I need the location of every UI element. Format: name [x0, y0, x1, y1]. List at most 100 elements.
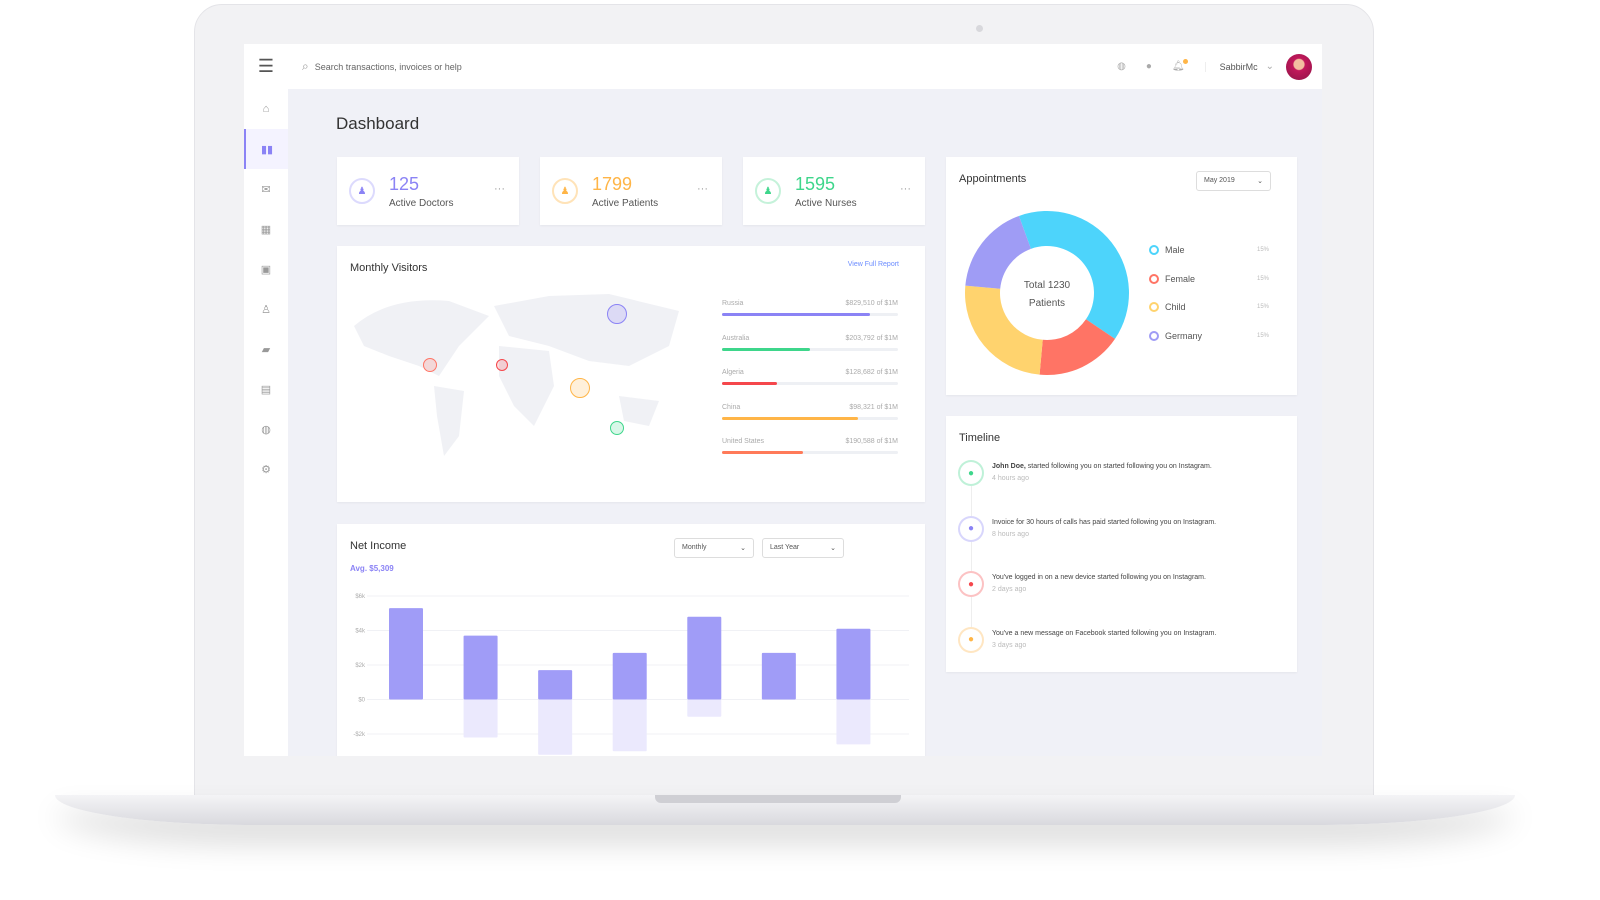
month-select[interactable]: May 2019 ⌄ [1196, 171, 1271, 191]
progress-fill [722, 416, 858, 420]
income-bar[interactable] [687, 616, 722, 700]
stat-value: 125 [389, 173, 420, 194]
progress-track [722, 313, 898, 316]
legend-item: Child 15% [1149, 302, 1269, 312]
sidebar-item-grid[interactable]: ▦ [260, 223, 272, 236]
legend-label: Germany [1165, 330, 1203, 341]
view-full-report-link[interactable]: View Full Report [847, 261, 899, 268]
range-select[interactable]: Last Year ⌄ [762, 538, 844, 558]
legend-label: Male [1165, 245, 1185, 255]
stat-card-patients: ♟ 1799 Active Patients ··· [540, 157, 722, 225]
sidebar-item-user[interactable]: ♙ [261, 303, 271, 316]
legend-percent: 15% [1256, 304, 1269, 310]
legend-marker-icon [1149, 273, 1159, 284]
map-marker[interactable] [607, 304, 627, 324]
legend-item: Female 15% [1149, 273, 1269, 284]
donut-segment[interactable] [1039, 319, 1115, 375]
map-marker[interactable] [610, 421, 624, 435]
sidebar-item-calendar[interactable]: ▤ [260, 383, 272, 396]
legend-item: Germany 15% [1149, 330, 1269, 341]
country-name: China [722, 403, 741, 411]
income-bar[interactable] [389, 608, 423, 700]
search-icon: ⌕ [302, 59, 309, 73]
income-bar[interactable] [836, 628, 871, 700]
donut-segment[interactable] [965, 285, 1043, 375]
legend-percent: 15% [1256, 275, 1269, 282]
chat-icon[interactable]: ● [1145, 61, 1152, 72]
y-tick-label: $2k [355, 663, 366, 669]
timeline-actor: John Doe, [992, 463, 1026, 470]
country-amount: $98,321 of $1M [849, 403, 898, 411]
avatar[interactable] [1286, 53, 1312, 80]
more-icon[interactable]: ··· [494, 183, 505, 195]
stat-label: Active Nurses [795, 197, 857, 209]
timeline-item: ● You've a new message on Facebook starte… [958, 626, 1288, 653]
country-name: United States [722, 438, 765, 445]
more-icon[interactable]: ··· [697, 183, 708, 195]
top-bar: ☰ ⌕ Search transactions, invoices or hel… [244, 44, 1322, 89]
stat-value: 1799 [592, 173, 633, 194]
income-bar[interactable] [538, 699, 573, 755]
progress-track [722, 416, 898, 420]
stat-card-doctors: ♟ 125 Active Doctors ··· [337, 157, 519, 225]
laptop-notch [655, 795, 901, 803]
appointments-card: Appointments May 2019 ⌄ Total 1230 Patien… [946, 157, 1297, 395]
sidebar-item-chart[interactable]: ▮▮ [244, 129, 288, 169]
timeline-item: ● Invoice for 30 hours of calls has paid … [958, 515, 1288, 542]
chevron-down-icon[interactable]: ⌄ [1265, 61, 1274, 72]
camera [976, 25, 983, 32]
sidebar-item-book[interactable]: ▣ [260, 263, 272, 276]
search-input[interactable]: Search transactions, invoices or help [314, 61, 462, 72]
period-value: Monthly [682, 544, 707, 551]
map-marker[interactable] [496, 359, 508, 371]
map-marker[interactable] [423, 358, 437, 372]
user-name[interactable]: SabbirMc [1204, 61, 1258, 72]
timeline-text: You've a new message on Facebook started… [992, 629, 1217, 637]
income-bar[interactable] [836, 699, 871, 745]
income-bar[interactable] [687, 699, 722, 717]
income-bar[interactable] [761, 652, 796, 700]
menu-icon[interactable]: ☰ [257, 56, 275, 76]
income-bar[interactable] [612, 699, 647, 752]
period-select[interactable]: Monthly ⌄ [674, 538, 754, 558]
globe-icon[interactable]: ◍ [1117, 61, 1126, 72]
map-marker[interactable] [570, 378, 590, 398]
sidebar-item-globe[interactable]: ◍ [261, 423, 271, 436]
timeline-time: 2 days ago [992, 586, 1027, 593]
country-row: Australia $203,792 of $1M [722, 335, 898, 351]
timeline-time: 8 hours ago [992, 530, 1029, 538]
income-bar[interactable] [463, 635, 498, 700]
income-bar[interactable] [538, 670, 573, 700]
legend-marker-icon [1149, 245, 1159, 255]
donut-segment[interactable] [1018, 211, 1129, 339]
card-title: Appointments [959, 173, 1027, 185]
sidebar-item-mail[interactable]: ✉ [261, 183, 271, 196]
sidebar-item-settings[interactable]: ⚙ [261, 463, 271, 476]
patient-icon: ♟ [552, 178, 578, 204]
progress-fill [722, 451, 803, 454]
legend-marker-icon [1149, 330, 1159, 341]
sidebar-item-home[interactable]: ⌂ [262, 103, 270, 115]
sidebar-item-chat[interactable]: ▰ [261, 343, 271, 356]
income-bar[interactable] [612, 652, 647, 700]
country-amount: $829,510 of $1M [845, 300, 898, 307]
bell-icon[interactable]: 🔔︎ [1172, 59, 1188, 72]
card-title: Monthly Visitors [350, 262, 428, 274]
more-icon[interactable]: ··· [900, 183, 911, 195]
donut-segment[interactable] [965, 215, 1031, 289]
income-bar[interactable] [463, 699, 498, 738]
country-name: Russia [722, 300, 744, 307]
country-name: Australia [722, 334, 750, 342]
card-title: Timeline [959, 432, 1001, 444]
country-row: United States $190,588 of $1M [722, 438, 898, 454]
country-amount: $128,682 of $1M [845, 369, 898, 376]
doctor-icon: ♟ [349, 178, 375, 204]
y-tick-label: -$2k [353, 732, 366, 738]
chevron-down-icon: ⌄ [830, 545, 836, 552]
search-bar[interactable]: ⌕ Search transactions, invoices or help [302, 59, 1117, 74]
net-income-card: Net Income Avg. $5,309 Monthly ⌄ Last Yea… [337, 524, 925, 756]
progress-track [722, 451, 898, 454]
progress-fill [722, 313, 870, 316]
legend-label: Female [1165, 273, 1196, 284]
user-add-icon: ● [958, 460, 984, 486]
